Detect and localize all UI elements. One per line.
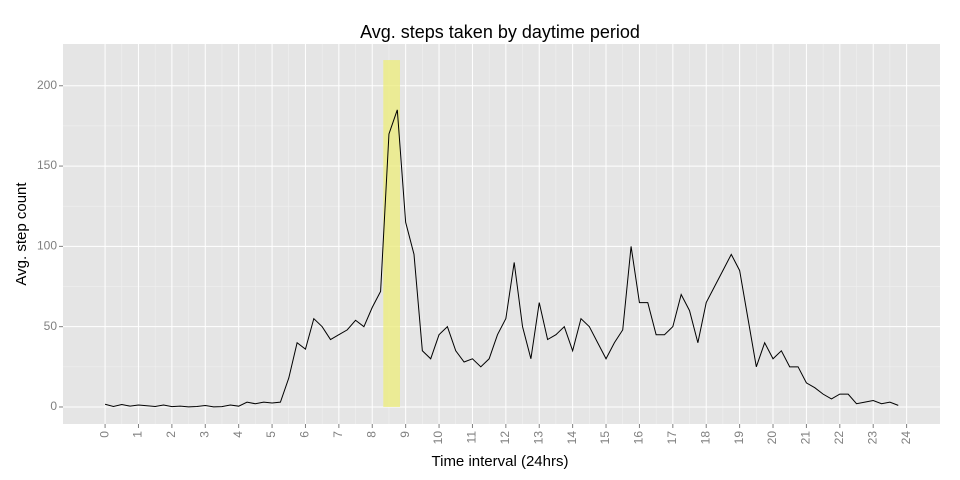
x-tick-label: 12 bbox=[498, 431, 512, 445]
x-tick-label: 17 bbox=[665, 431, 679, 445]
x-tick-label: 21 bbox=[799, 431, 813, 445]
y-tick-label: 100 bbox=[37, 239, 57, 253]
x-tick-label: 15 bbox=[598, 431, 612, 445]
x-tick-label: 7 bbox=[331, 431, 345, 438]
x-tick-label: 6 bbox=[298, 431, 312, 438]
x-tick-label: 0 bbox=[97, 431, 111, 438]
x-tick-label: 4 bbox=[231, 431, 245, 438]
x-tick-label: 19 bbox=[732, 431, 746, 445]
x-tick-label: 9 bbox=[398, 431, 412, 438]
x-tick-label: 1 bbox=[131, 431, 145, 438]
y-tick-label: 50 bbox=[44, 319, 58, 333]
y-tick-label: 150 bbox=[37, 158, 57, 172]
y-tick-label: 0 bbox=[50, 399, 57, 413]
y-tick-label: 200 bbox=[37, 78, 57, 92]
y-axis-label: Avg. step count bbox=[13, 182, 30, 286]
x-tick-label: 23 bbox=[865, 431, 879, 445]
x-tick-label: 3 bbox=[197, 431, 211, 438]
x-tick-label: 22 bbox=[832, 431, 846, 445]
x-tick-label: 14 bbox=[565, 431, 579, 445]
x-tick-label: 24 bbox=[899, 431, 913, 445]
x-tick-label: 20 bbox=[765, 431, 779, 445]
x-tick-label: 16 bbox=[632, 431, 646, 445]
x-tick-label: 2 bbox=[164, 431, 178, 438]
data-line bbox=[104, 109, 899, 408]
highlight-band bbox=[383, 60, 400, 407]
x-tick-label: 11 bbox=[465, 431, 479, 444]
x-tick-label: 8 bbox=[364, 431, 378, 438]
x-axis-label: Time interval (24hrs) bbox=[432, 453, 569, 470]
x-tick-label: 5 bbox=[264, 431, 278, 438]
x-tick-label: 18 bbox=[698, 431, 712, 445]
chart-title: Avg. steps taken by daytime period bbox=[360, 22, 640, 42]
x-tick-label: 13 bbox=[531, 431, 545, 445]
x-tick-label: 10 bbox=[431, 431, 445, 445]
plot-panel bbox=[63, 44, 940, 424]
